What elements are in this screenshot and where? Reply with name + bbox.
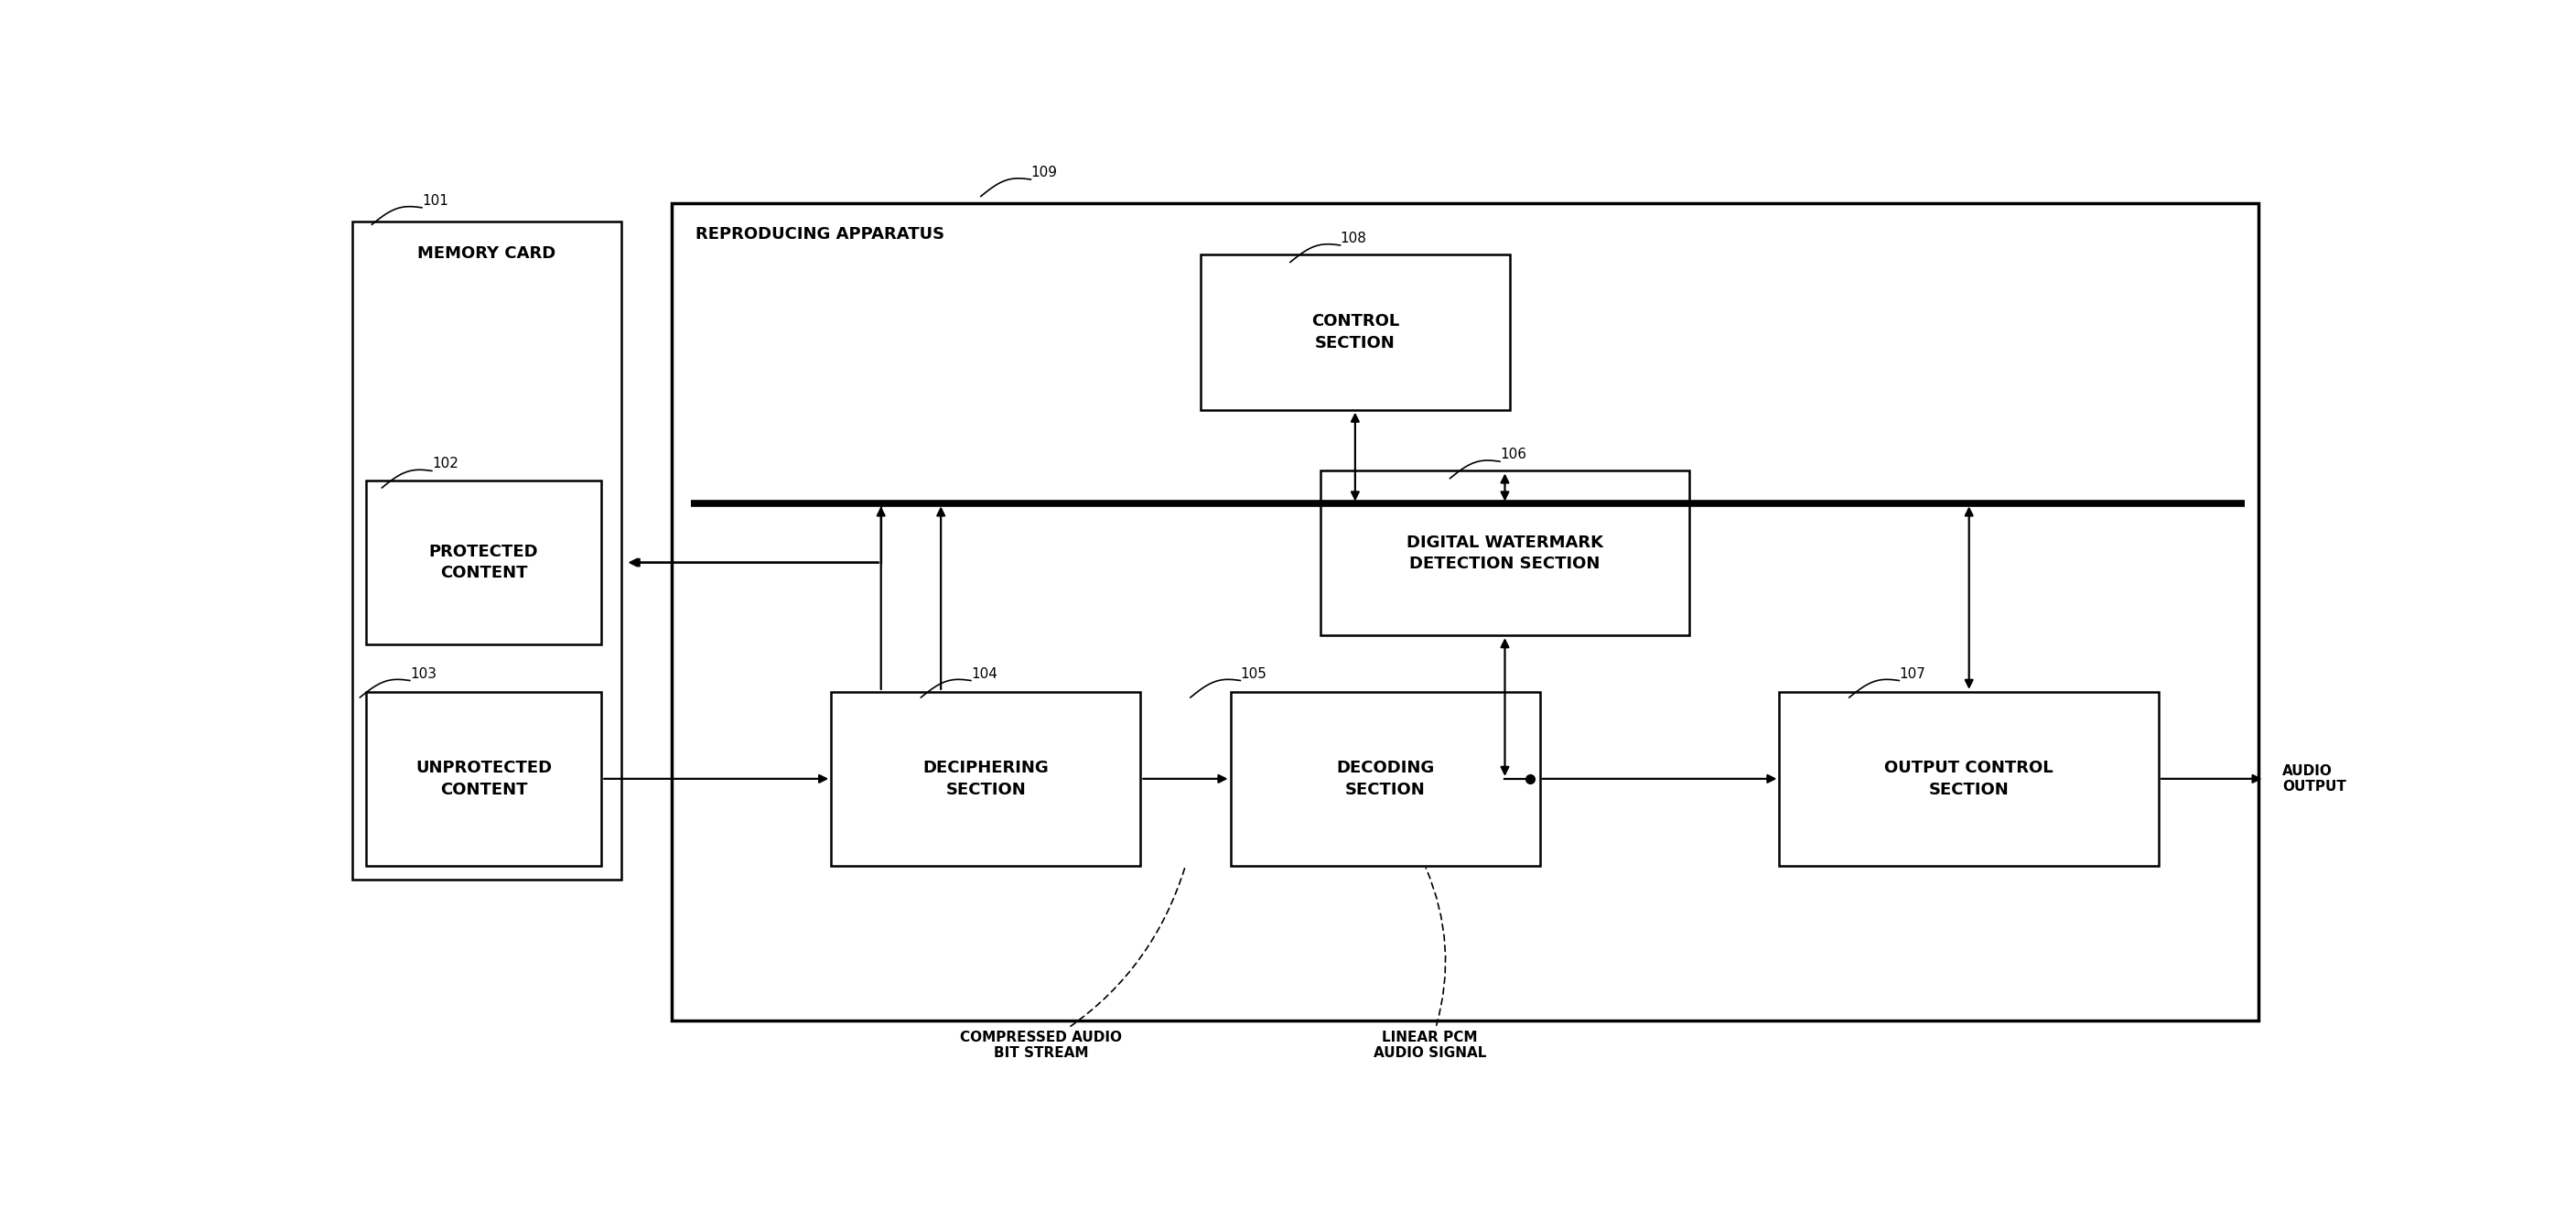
Text: COMPRESSED AUDIO
BIT STREAM: COMPRESSED AUDIO BIT STREAM bbox=[961, 868, 1185, 1060]
Text: 103: 103 bbox=[410, 667, 435, 680]
Text: OUTPUT CONTROL
SECTION: OUTPUT CONTROL SECTION bbox=[1886, 759, 2053, 797]
Bar bbox=[1780, 692, 2159, 866]
Bar bbox=[366, 480, 600, 645]
Text: 104: 104 bbox=[971, 667, 997, 680]
Text: DECODING
SECTION: DECODING SECTION bbox=[1337, 759, 1435, 797]
Text: 107: 107 bbox=[1899, 667, 1927, 680]
Bar bbox=[366, 692, 600, 866]
Bar bbox=[1200, 255, 1510, 410]
Text: DIGITAL WATERMARK
DETECTION SECTION: DIGITAL WATERMARK DETECTION SECTION bbox=[1406, 534, 1602, 573]
Bar bbox=[1231, 692, 1540, 866]
Bar bbox=[353, 222, 621, 880]
Text: 108: 108 bbox=[1340, 232, 1368, 245]
Text: REPRODUCING APPARATUS: REPRODUCING APPARATUS bbox=[696, 226, 945, 243]
Text: UNPROTECTED
CONTENT: UNPROTECTED CONTENT bbox=[415, 759, 551, 797]
Bar bbox=[832, 692, 1141, 866]
Text: LINEAR PCM
AUDIO SIGNAL: LINEAR PCM AUDIO SIGNAL bbox=[1373, 868, 1486, 1060]
Text: 109: 109 bbox=[1030, 166, 1056, 179]
Text: 101: 101 bbox=[422, 194, 448, 208]
Bar bbox=[672, 203, 2259, 1021]
Text: DECIPHERING
SECTION: DECIPHERING SECTION bbox=[922, 759, 1048, 797]
Text: 106: 106 bbox=[1499, 448, 1528, 462]
Text: 105: 105 bbox=[1242, 667, 1267, 680]
Text: MEMORY CARD: MEMORY CARD bbox=[417, 245, 556, 261]
Bar bbox=[1319, 471, 1690, 635]
Text: PROTECTED
CONTENT: PROTECTED CONTENT bbox=[430, 543, 538, 581]
Text: CONTROL
SECTION: CONTROL SECTION bbox=[1311, 313, 1399, 352]
Text: 102: 102 bbox=[433, 457, 459, 471]
Text: AUDIO
OUTPUT: AUDIO OUTPUT bbox=[2282, 764, 2347, 794]
